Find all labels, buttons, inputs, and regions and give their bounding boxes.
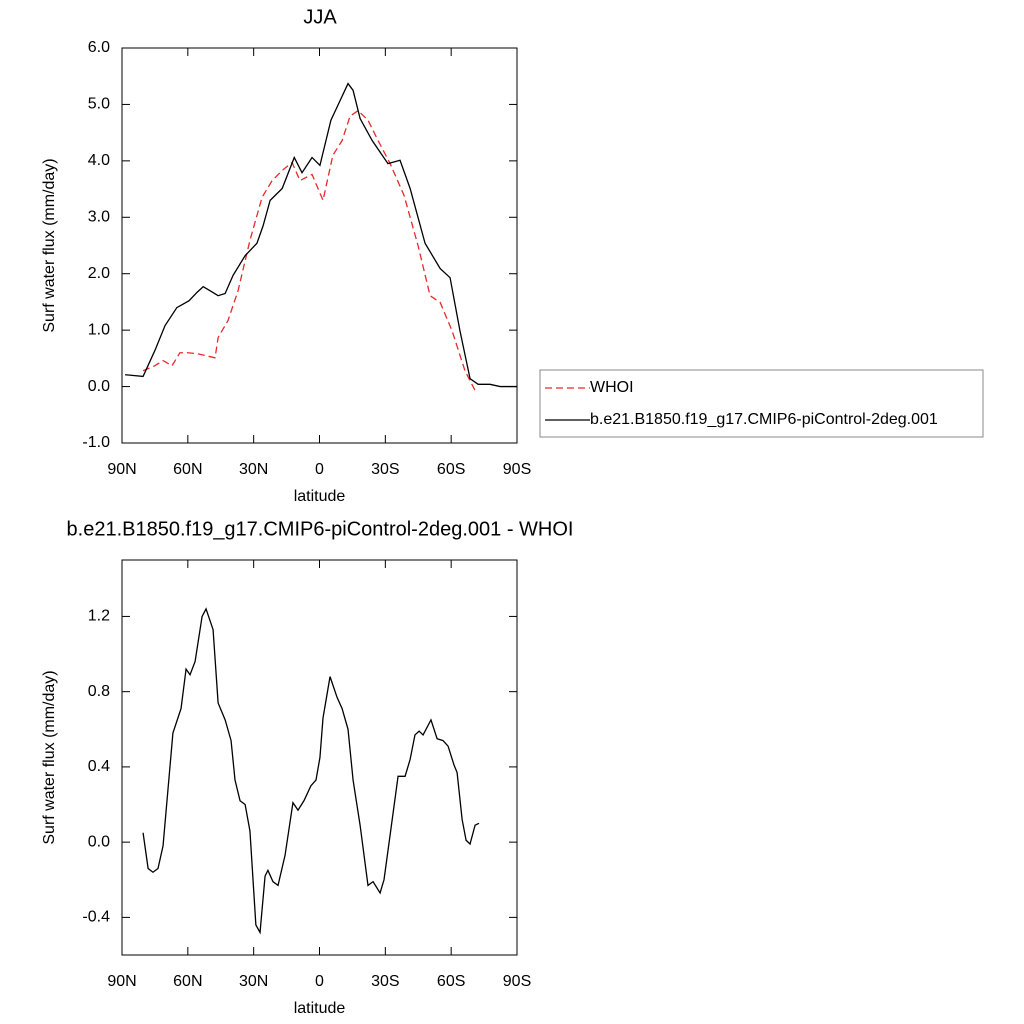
chart-title: JJA [303,6,337,28]
chart-title: b.e21.B1850.f19_g17.CMIP6-piControl-2deg… [67,518,574,540]
x-tick-label: 90S [503,973,531,990]
data-line [142,109,476,391]
y-tick-label: 1.0 [88,321,110,338]
y-tick-label: -0.4 [82,909,110,926]
y-tick-label: 0.4 [88,758,110,775]
x-tick-label: 60S [437,973,465,990]
legend-box [539,369,984,438]
data-line [125,82,517,388]
legend-label: WHOI [590,379,634,396]
x-tick-label: 30N [239,973,268,990]
x-axis-label: latitude [294,1000,346,1017]
x-tick-label: 0 [315,973,324,990]
y-tick-label: 1.2 [88,608,110,625]
data-line [142,607,480,935]
y-axis-label: Surf water flux (mm/day) [41,670,58,844]
x-tick-label: 60N [173,973,202,990]
plot-frame [121,47,518,444]
x-tick-label: 30S [371,461,399,478]
x-tick-label: 60N [173,461,202,478]
y-tick-label: 5.0 [88,96,110,113]
x-tick-label: 30N [239,461,268,478]
y-axis-label: Surf water flux (mm/day) [41,158,58,332]
y-tick-label: 0.0 [88,378,110,395]
x-tick-label: 0 [315,461,324,478]
y-tick-label: 6.0 [88,39,110,56]
y-tick-label: 0.0 [88,833,110,850]
x-tick-label: 90N [107,973,136,990]
x-tick-label: 60S [437,461,465,478]
x-tick-label: 90N [107,461,136,478]
y-tick-label: 2.0 [88,265,110,282]
legend-label: b.e21.B1850.f19_g17.CMIP6-piControl-2deg… [590,411,938,428]
y-tick-label: 4.0 [88,152,110,169]
y-tick-label: -1.0 [82,434,110,451]
x-axis-label: latitude [294,488,346,505]
x-tick-label: 90S [503,461,531,478]
x-tick-label: 30S [371,973,399,990]
y-tick-label: 0.8 [88,683,110,700]
y-tick-label: 3.0 [88,209,110,226]
